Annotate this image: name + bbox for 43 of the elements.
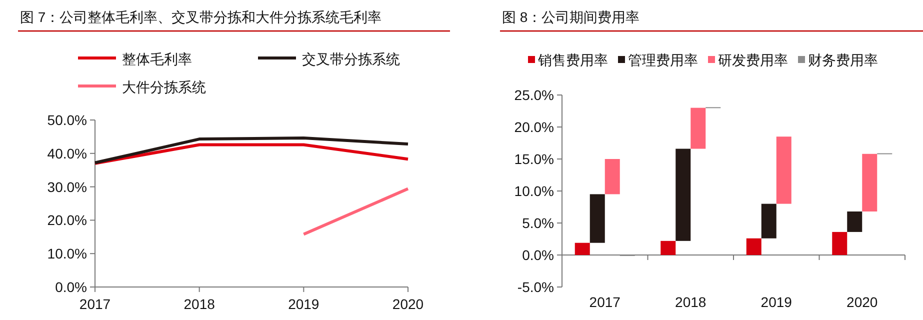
legend-label: 交叉带分拣系统 <box>302 51 400 67</box>
y-tick-label: 0.0% <box>55 279 87 295</box>
x-tick-label: 2019 <box>760 294 792 310</box>
y-tick-label: 15.0% <box>514 151 554 167</box>
y-tick-label: 30.0% <box>47 178 87 195</box>
y-tick-label: 10.0% <box>47 246 87 262</box>
x-tick-label: 2018 <box>675 294 706 310</box>
x-tick-label: 2017 <box>589 294 621 310</box>
bar <box>676 148 691 241</box>
bar <box>690 108 706 149</box>
legend-label: 销售费用率 <box>537 52 608 68</box>
chart-title: 图 7：公司整体毛利率、交叉带分拣和大件分拣系统毛利率 <box>20 9 382 25</box>
y-tick-label: 25.0% <box>514 87 554 103</box>
x-tick-label: 2019 <box>288 296 320 312</box>
bar <box>776 136 792 204</box>
x-tick-label: 2017 <box>79 296 111 312</box>
chart-title: 图 8：公司期间费用率 <box>502 9 640 25</box>
legend-label: 大件分拣系统 <box>122 79 206 95</box>
y-tick-label: 5.0% <box>522 215 554 231</box>
y-tick-label: 40.0% <box>47 145 87 162</box>
y-tick-label: 10.0% <box>514 183 554 199</box>
legend-label: 整体毛利率 <box>122 51 192 67</box>
bar <box>590 194 605 243</box>
y-tick-label: 20.0% <box>47 212 87 228</box>
y-tick-label: 20.0% <box>514 119 554 135</box>
bar <box>847 211 862 232</box>
bar <box>761 204 776 238</box>
y-tick-label: -5.0% <box>517 279 554 295</box>
bar <box>604 159 620 194</box>
legend-label: 管理费用率 <box>628 52 698 68</box>
line-series <box>94 136 410 164</box>
x-tick-label: 2020 <box>846 294 878 310</box>
bar <box>660 240 676 255</box>
bar <box>832 232 848 255</box>
bar <box>862 154 878 212</box>
bar <box>746 238 762 255</box>
legend-label: 财务费用率 <box>808 52 878 68</box>
x-tick-label: 2018 <box>184 296 216 312</box>
bar <box>574 242 590 255</box>
y-tick-label: 0.0% <box>522 247 554 263</box>
x-tick-label: 2020 <box>392 296 424 312</box>
legend-label: 研发费用率 <box>718 52 788 68</box>
y-tick-label: 50.0% <box>47 112 87 128</box>
